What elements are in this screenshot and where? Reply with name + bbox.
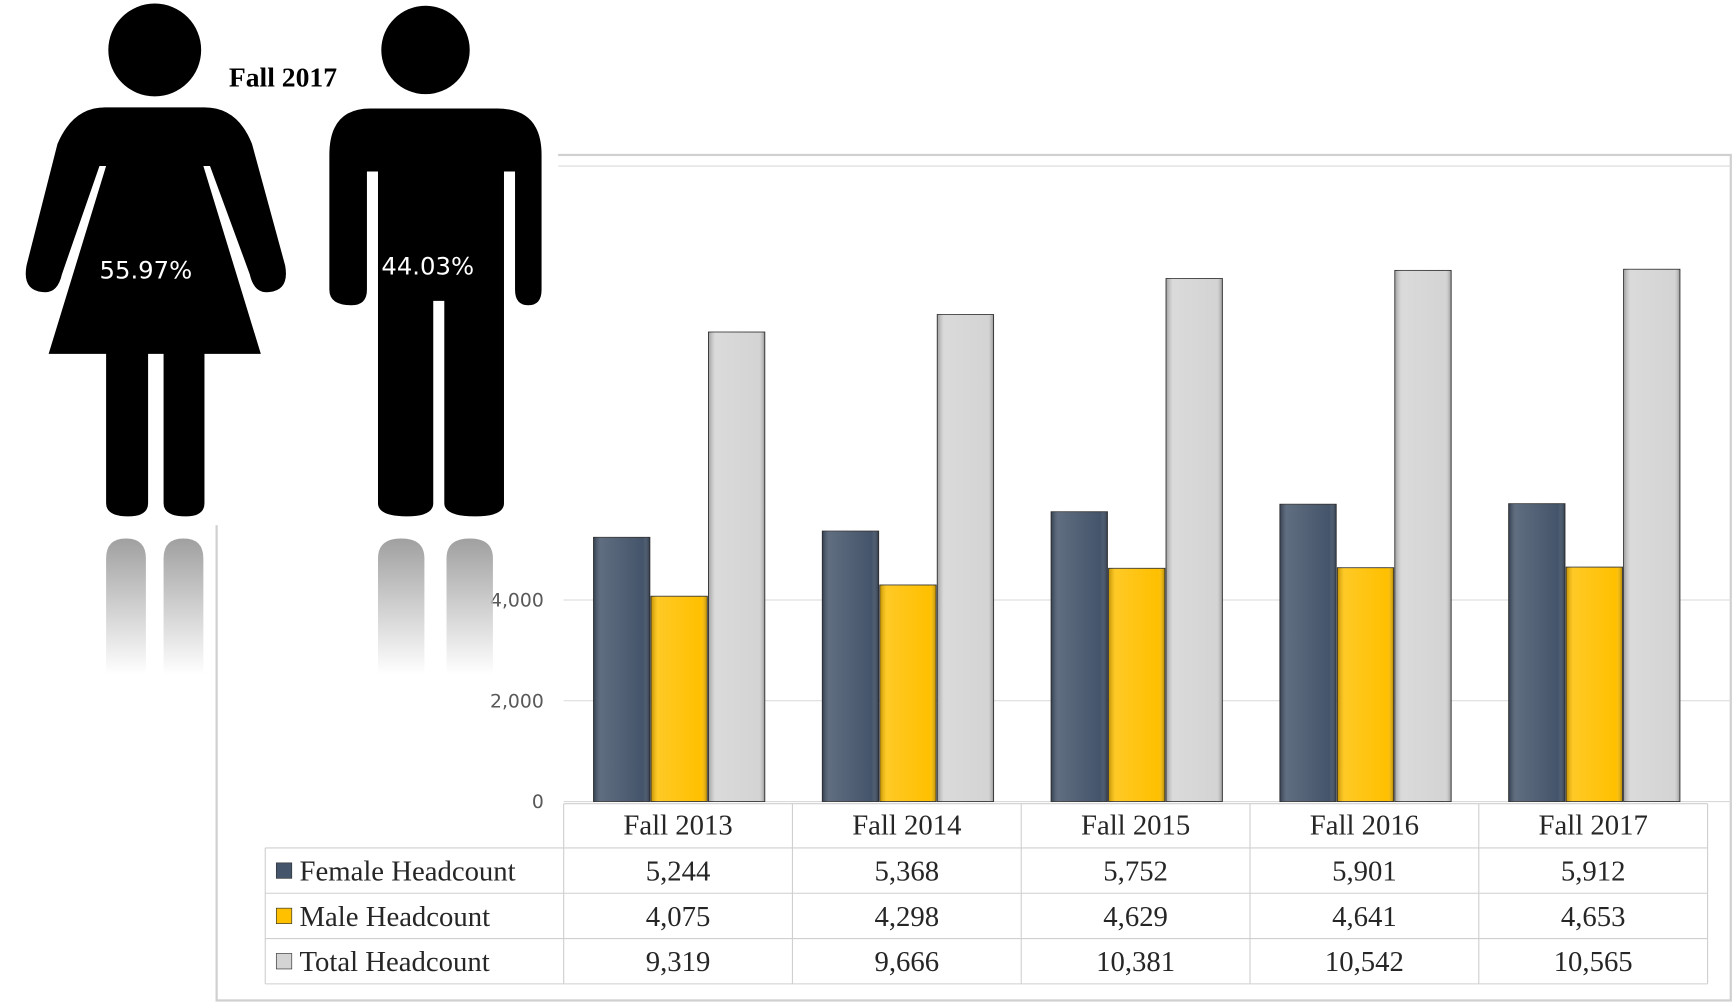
legend-label: Total Headcount	[300, 946, 490, 978]
bar	[650, 595, 708, 802]
infographic-title: Fall 2017	[229, 61, 337, 92]
bar	[1394, 269, 1452, 802]
table-value: 10,542	[1325, 946, 1404, 978]
x-tick-label: Fall 2016	[1310, 810, 1419, 842]
table-value: 4,298	[875, 901, 940, 933]
bar	[1050, 511, 1108, 802]
table-value: 10,381	[1096, 946, 1175, 978]
table-value: 5,368	[875, 856, 940, 888]
bar	[593, 536, 651, 802]
table-value: 5,901	[1332, 856, 1397, 888]
table-value: 9,319	[646, 946, 711, 978]
male-share: 44.03%	[381, 251, 474, 280]
bar	[1165, 278, 1223, 802]
bar	[1623, 268, 1681, 802]
bar	[1108, 567, 1166, 802]
y-tick-label: 4,000	[490, 591, 544, 612]
bar	[1508, 503, 1566, 802]
female-icon	[25, 3, 286, 517]
table-value: 5,912	[1561, 856, 1626, 888]
table-value: 5,752	[1103, 856, 1168, 888]
table-value: 4,075	[646, 901, 711, 933]
bar	[879, 584, 937, 802]
bar	[821, 530, 880, 802]
table-value: 4,629	[1103, 901, 1168, 933]
bar	[1336, 567, 1395, 802]
table-value: 5,244	[646, 856, 711, 888]
x-tick-label: Fall 2014	[852, 810, 961, 842]
table-value: 9,666	[875, 946, 940, 978]
legend-swatch	[275, 953, 293, 970]
x-tick-label: Fall 2013	[623, 810, 732, 842]
data-table: Fall 2013 Fall 2014 Fall 2015 Fall 2016 Fall…	[264, 803, 1709, 985]
legend-label: Male Headcount	[300, 901, 491, 933]
bar	[708, 331, 766, 802]
bar	[1279, 503, 1337, 802]
bar	[1565, 566, 1623, 802]
icon-reflections	[106, 538, 493, 675]
female-share: 55.97%	[100, 256, 193, 285]
table-value: 4,653	[1561, 901, 1626, 933]
legend-label: Female Headcount	[300, 856, 516, 888]
y-tick-label: 0	[532, 792, 544, 813]
legend-swatch	[275, 862, 293, 879]
table-value: 4,641	[1332, 901, 1397, 933]
male-icon	[329, 5, 542, 517]
y-tick-label: 2,000	[490, 691, 544, 712]
legend-swatch	[275, 907, 293, 924]
table-value: 10,565	[1554, 946, 1633, 978]
bar	[936, 314, 995, 802]
x-tick-label: Fall 2015	[1081, 810, 1190, 842]
x-tick-label: Fall 2017	[1539, 810, 1648, 842]
